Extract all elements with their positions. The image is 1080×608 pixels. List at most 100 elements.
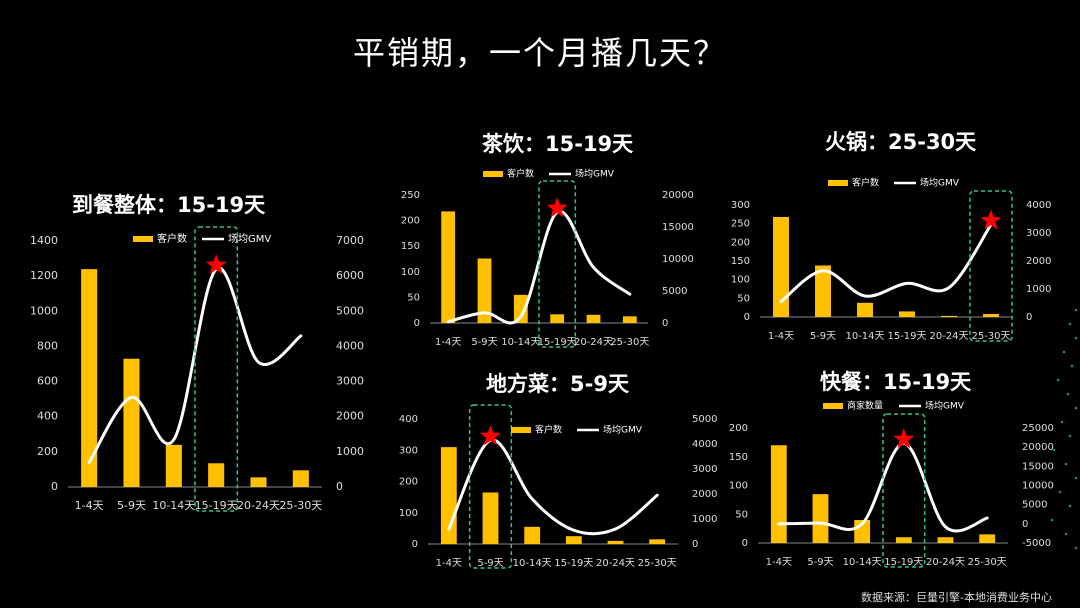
y2-tick-label: 0: [1022, 519, 1028, 530]
legend-bar-label: 客户数: [852, 177, 879, 189]
y2-tick-label: 20000: [1022, 442, 1054, 453]
y-tick-label: 0: [742, 538, 748, 549]
decorative-dots: [1050, 308, 1078, 550]
chart-title-hotpot: 火锅：25-30天: [825, 130, 977, 154]
chart-title-fastfood: 快餐：15-19天: [820, 370, 972, 394]
bar-15-19天: [208, 463, 225, 487]
x-tick-label: 5-9天: [807, 557, 833, 568]
y2-tick-label: 10000: [1022, 481, 1054, 492]
bar-5-9天: [123, 358, 140, 487]
x-tick-label: 15-19天: [538, 337, 577, 348]
y-tick-label: 600: [37, 375, 58, 388]
chart-1: 0 50 100 150 200 250 0 5000 10000 15000 20000 1-4天 5…: [401, 168, 694, 349]
y2-tick-label: 5000: [662, 286, 687, 297]
y-tick-label: 200: [37, 445, 58, 458]
y2-tick-label: 5000: [1022, 500, 1047, 511]
y-tick-label: 200: [401, 216, 420, 227]
y2-tick-label: 3000: [692, 464, 717, 475]
y2-tick-label: 4000: [1026, 200, 1051, 211]
gmv-line: [779, 223, 993, 304]
y2-tick-label: 0: [692, 539, 698, 550]
x-tick-label: 5-9天: [477, 558, 503, 569]
chart-title-tea: 茶饮：15-19天: [482, 132, 634, 156]
y2-tick-label: 4000: [692, 439, 717, 450]
y-tick-label: 100: [399, 508, 418, 519]
x-tick-label: 25-30天: [638, 558, 677, 569]
y-tick-label: 800: [37, 339, 58, 352]
bar-15-19天: [565, 536, 582, 544]
chart-title-regional: 地方菜：5-9天: [486, 372, 629, 396]
gmv-line: [446, 209, 632, 325]
y-tick-label: 50: [735, 509, 748, 520]
y-tick-label: 200: [399, 477, 418, 488]
x-tick-label: 15-19天: [887, 331, 926, 342]
star-icon: [546, 197, 568, 218]
legend-bar-swatch: [133, 236, 153, 242]
bar-5-9天: [477, 258, 492, 323]
x-tick-label: 25-30天: [610, 337, 649, 348]
x-tick-label: 1-4天: [436, 558, 462, 569]
y2-tick-label: 2000: [692, 489, 717, 500]
star-icon: [480, 425, 501, 446]
legend-bar-label: 客户数: [507, 168, 534, 180]
gmv-line: [777, 441, 989, 533]
x-tick-label: 20-24天: [926, 557, 965, 568]
y-tick-label: 100: [401, 267, 420, 278]
bar-20-24天: [941, 315, 957, 317]
x-tick-label: 10-14天: [843, 557, 882, 568]
bar-5-9天: [812, 494, 829, 543]
y2-tick-label: 6000: [336, 269, 364, 282]
bar-25-30天: [649, 539, 666, 544]
highlight-box: [882, 413, 926, 568]
legend-line-label: 场均GMV: [925, 400, 965, 412]
x-tick-label: 5-9天: [471, 337, 497, 348]
y2-tick-label: 10000: [662, 254, 694, 265]
legend-bar-swatch: [511, 427, 531, 433]
legend-line-label: 场均GMV: [920, 177, 960, 189]
y-tick-label: 200: [731, 237, 750, 248]
legend-line-label: 场均GMV: [228, 232, 271, 245]
bar-10-14天: [857, 302, 873, 317]
y-tick-label: 400: [37, 410, 58, 423]
bar-1-4天: [773, 216, 789, 317]
gmv-line: [447, 438, 659, 536]
x-tick-label: 25-30天: [279, 499, 322, 512]
x-tick-label: 15-19天: [195, 499, 238, 512]
x-tick-label: 25-30天: [971, 331, 1010, 342]
x-tick-label: 10-14天: [152, 499, 195, 512]
bar-10-14天: [513, 294, 528, 323]
y-tick-label: 300: [731, 200, 750, 211]
x-tick-label: 1-4天: [435, 337, 461, 348]
x-tick-label: 15-19天: [884, 557, 923, 568]
highlight-box: [468, 404, 513, 569]
bar-20-24天: [586, 314, 601, 323]
y2-tick-label: 3000: [1026, 228, 1051, 239]
y-tick-label: 200: [729, 423, 748, 434]
page-title: 平销期，一个月播几天？: [352, 34, 727, 72]
legend-line-label: 场均GMV: [603, 424, 643, 436]
x-tick-label: 20-24天: [574, 337, 613, 348]
y-tick-label: 0: [51, 480, 58, 493]
legend-bar-swatch: [828, 180, 848, 186]
star-icon: [205, 254, 227, 274]
legend-bar-swatch: [483, 171, 503, 177]
y2-tick-label: 15000: [1022, 461, 1054, 472]
legend-bar-label: 客户数: [535, 424, 562, 436]
y-tick-label: 100: [731, 275, 750, 286]
y2-tick-label: 7000: [336, 234, 364, 247]
highlight-box: [194, 226, 239, 512]
bar-25-30天: [979, 534, 996, 543]
y2-tick-label: 3000: [336, 375, 364, 388]
source-note: 数据来源：巨量引擎-本地消费业务中心: [861, 591, 1052, 604]
x-tick-label: 1-4天: [768, 331, 794, 342]
y2-tick-label: 0: [662, 318, 668, 329]
y2-tick-label: 1000: [1026, 284, 1051, 295]
x-tick-label: 1-4天: [766, 557, 792, 568]
x-tick-label: 20-24天: [237, 499, 280, 512]
chart-title-overall: 到餐整体：15-19天: [72, 193, 266, 217]
bar-1-4天: [441, 211, 456, 323]
bar-25-30天: [983, 314, 999, 317]
